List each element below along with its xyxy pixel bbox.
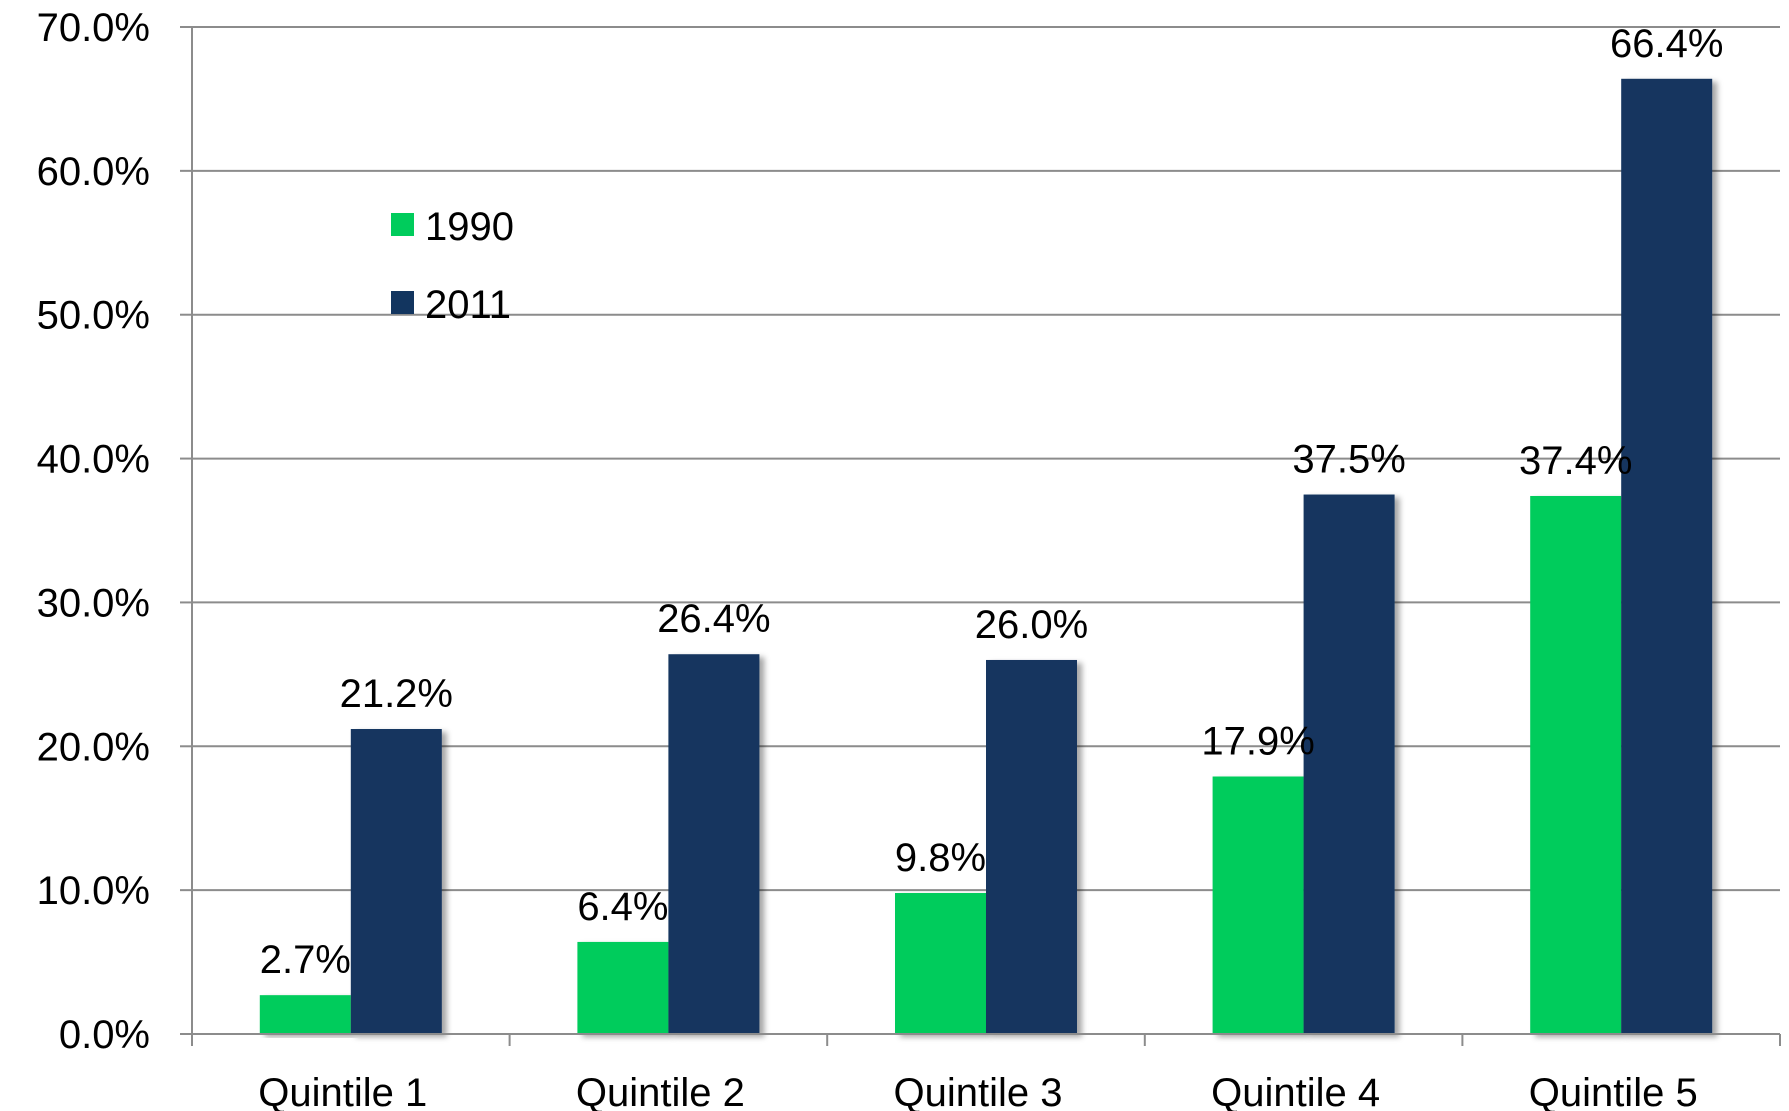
data-label: 37.5%: [1292, 438, 1405, 482]
bar-2011-quintile-3: [986, 659, 1077, 1034]
legend-label-2011: 2011: [425, 283, 511, 327]
y-tick-label: 10.0%: [37, 869, 150, 913]
y-tick-label: 40.0%: [37, 438, 150, 482]
bar-1990-quintile-2: [577, 941, 669, 1034]
x-tick-label: Quintile 4: [1211, 1071, 1380, 1111]
y-tick-label: 70.0%: [37, 6, 150, 50]
axes: [180, 26, 1781, 1046]
legend-swatch-2011: [391, 291, 414, 314]
data-label: 66.4%: [1610, 22, 1723, 66]
data-label: 21.2%: [340, 672, 453, 716]
bar-2011-quintile-4: [1303, 494, 1395, 1034]
bar-2011-quintile-2: [668, 654, 760, 1034]
bar-2011-quintile-1: [350, 729, 442, 1034]
legend-label-1990: 1990: [425, 205, 514, 249]
bar-1990-quintile-5: [1530, 495, 1622, 1035]
bar-1990-quintile-3: [895, 893, 986, 1034]
x-tick-label: Quintile 3: [894, 1071, 1063, 1111]
gridlines: [192, 26, 1780, 892]
x-tick-label: Quintile 2: [576, 1071, 745, 1111]
data-label: 6.4%: [577, 885, 668, 929]
legend-swatch-1990: [391, 213, 414, 236]
bars: [259, 78, 1713, 1035]
bar-2011-quintile-5: [1621, 78, 1713, 1034]
x-tick-label: Quintile 5: [1529, 1071, 1698, 1111]
y-tick-label: 20.0%: [37, 725, 150, 769]
x-tick-label: Quintile 1: [258, 1071, 427, 1111]
data-label: 17.9%: [1201, 719, 1314, 763]
y-axis-tick-labels: 0.0% 10.0% 20.0% 30.0% 40.0% 50.0% 60.0% 70.0%: [37, 6, 150, 1057]
data-label: 2.7%: [260, 938, 351, 982]
bar-1990-quintile-1: [259, 995, 351, 1034]
data-label: 9.8%: [895, 836, 986, 880]
data-label: 26.4%: [657, 597, 770, 641]
y-tick-label: 0.0%: [59, 1013, 150, 1057]
x-axis-tick-labels: Quintile 1 Quintile 2 Quintile 3 Quintile 4…: [258, 1071, 1697, 1111]
data-labels: 2.7% 6.4% 9.8% 17.9% 37.4% 21.2% 26.4% 26.0% 37.…: [260, 22, 1724, 982]
bar-1990-quintile-4: [1212, 776, 1304, 1034]
legend: 1990 2011: [391, 205, 514, 327]
y-tick-label: 60.0%: [37, 150, 150, 194]
y-tick-label: 30.0%: [37, 581, 150, 625]
data-label: 26.0%: [975, 603, 1088, 647]
y-tick-label: 50.0%: [37, 294, 150, 338]
data-label: 37.4%: [1519, 439, 1632, 483]
